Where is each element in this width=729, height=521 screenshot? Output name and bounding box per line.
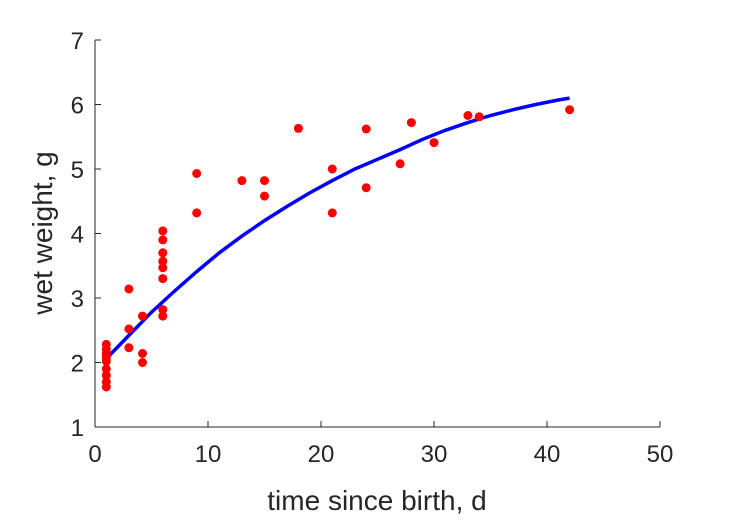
y-tick-label: 1	[71, 415, 84, 442]
data-point	[361, 183, 371, 193]
data-point	[158, 263, 168, 273]
data-point	[158, 274, 168, 284]
data-point	[361, 124, 371, 134]
x-tick-label: 0	[88, 441, 101, 468]
data-point	[327, 208, 337, 218]
x-tick-label: 50	[647, 441, 674, 468]
y-tick-label: 5	[71, 157, 84, 184]
fit-curve	[105, 96, 570, 360]
y-tick-label: 3	[71, 286, 84, 313]
data-point	[101, 377, 111, 387]
data-point	[429, 138, 439, 148]
x-tick-label: 20	[308, 441, 335, 468]
data-point	[260, 176, 269, 186]
data-point	[158, 226, 168, 236]
data-point	[101, 364, 111, 374]
x-tick-label: 10	[195, 441, 222, 468]
y-tick-label: 2	[71, 351, 84, 378]
x-axis-label: time since birth, d	[267, 485, 486, 516]
data-point	[158, 305, 168, 315]
points-layer	[101, 105, 575, 392]
y-tick-label: 7	[71, 28, 84, 55]
axes: 0 10 20 30 40 50 1 2 3 4 5 6 7	[71, 28, 674, 468]
data-point	[237, 176, 247, 186]
data-point	[260, 191, 269, 201]
y-axis-label: wet weight, g	[27, 151, 58, 315]
data-point	[138, 311, 147, 321]
x-tick-label: 30	[421, 441, 448, 468]
data-point	[463, 111, 473, 120]
data-point	[138, 358, 147, 367]
y-tick-label: 6	[71, 93, 84, 120]
data-point	[293, 123, 303, 133]
data-point	[327, 164, 337, 174]
data-point	[101, 370, 111, 380]
data-point	[395, 159, 405, 169]
data-point	[158, 235, 168, 245]
data-point	[158, 311, 168, 321]
data-point	[124, 343, 134, 353]
data-point	[158, 248, 168, 258]
x-ticks: 0 10 20 30 40 50	[88, 421, 673, 468]
data-point	[124, 284, 134, 294]
fit-layer	[105, 96, 570, 360]
data-point	[158, 256, 168, 266]
y-tick-label: 4	[71, 222, 84, 249]
data-point	[124, 324, 134, 334]
data-point	[192, 169, 202, 178]
x-tick-label: 40	[534, 441, 561, 468]
data-point	[138, 349, 147, 358]
data-point	[192, 208, 202, 218]
data-point	[474, 112, 484, 122]
y-ticks: 1 2 3 4 5 6 7	[71, 28, 101, 442]
data-point	[406, 118, 416, 128]
data-point	[101, 339, 111, 349]
data-point	[565, 105, 575, 115]
